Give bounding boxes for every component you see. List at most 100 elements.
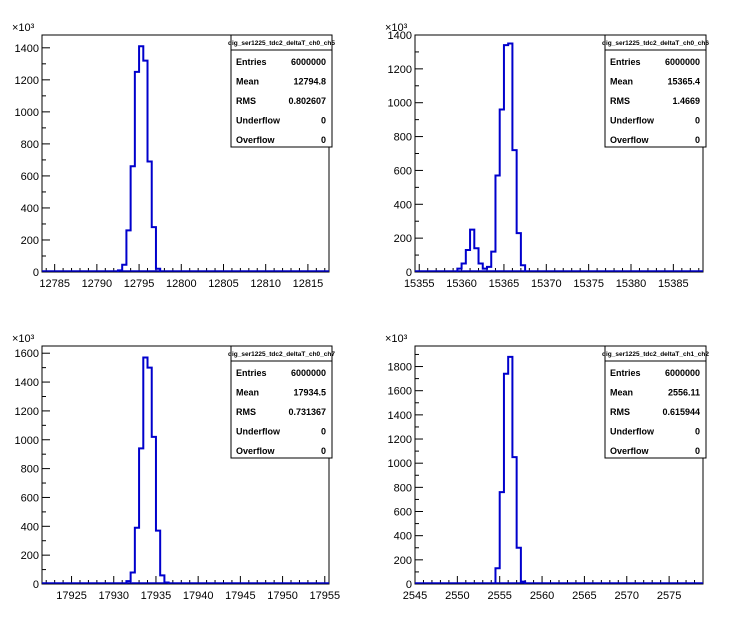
- y-tick-label: 1000: [388, 98, 412, 110]
- x-tick-label: 17935: [141, 590, 172, 602]
- stats-label: Overflow: [236, 446, 276, 456]
- x-tick-label: 12815: [293, 278, 324, 290]
- stats-box: dig_ser1225_tdc2_deltaT_ch0_ch5 Entries 60…: [228, 34, 335, 148]
- stats-value: 6000000: [665, 368, 700, 378]
- y-tick-label: 200: [21, 235, 39, 247]
- y-tick-label: 0: [406, 267, 412, 279]
- stats-box-frame: [604, 34, 707, 148]
- plot-frame: [41, 345, 330, 585]
- stats-value: 6000000: [291, 57, 326, 67]
- stats-box: dig_ser1225_tdc2_deltaT_ch0_ch6 Entries 60…: [602, 34, 709, 148]
- histogram-line: [456, 42, 527, 272]
- x-tick-label: 15375: [573, 278, 604, 290]
- stats-value: 0.802607: [288, 96, 326, 106]
- stats-box-frame: [230, 345, 333, 459]
- x-tick-label: 15360: [446, 278, 477, 290]
- stats-value: 0: [321, 116, 326, 126]
- y-tick-label: 1200: [388, 64, 412, 76]
- stats-label: Mean: [610, 388, 633, 398]
- stats-title: dig_ser1225_tdc2_deltaT_ch0_ch7: [228, 351, 335, 358]
- y-tick-label: 0: [406, 579, 412, 591]
- stats-label: RMS: [610, 96, 630, 106]
- stats-label: Overflow: [610, 446, 650, 456]
- stats-value: 2556.11: [668, 388, 700, 398]
- histogram-panel-4: 0 200 400 600 800 1000 1200 1400 1600 1800 2545 255…: [385, 333, 709, 602]
- stats-title: dig_ser1225_tdc2_deltaT_ch0_ch6: [602, 40, 709, 47]
- stats-value: 0: [321, 135, 326, 145]
- histogram-line: [125, 356, 170, 584]
- stats-value: 0: [321, 446, 326, 456]
- stats-label: RMS: [610, 407, 630, 417]
- y-tick-label: 1600: [15, 348, 39, 360]
- stats-value: 0: [695, 427, 700, 437]
- stats-value: 0.615944: [662, 407, 700, 417]
- x-tick-label: 2555: [487, 590, 511, 602]
- histogram-panel-3: 0 200 400 600 800 1000 1200 1400 1600 17925 17930 1…: [12, 333, 340, 602]
- y-tick-label: 0: [33, 267, 39, 279]
- histogram-line: [116, 45, 162, 272]
- stats-value: 1.4669: [672, 96, 700, 106]
- y-tick-label: 800: [394, 132, 412, 144]
- y-tick-label: 1200: [15, 406, 39, 418]
- stats-label: Underflow: [236, 427, 281, 437]
- x-tick-label: 12800: [166, 278, 197, 290]
- stats-value: 12794.8: [293, 77, 326, 87]
- stats-box: dig_ser1225_tdc2_deltaT_ch0_ch7 Entries 60…: [228, 345, 335, 459]
- stats-label: Overflow: [236, 135, 276, 145]
- y-tick-label: 400: [21, 521, 39, 533]
- stats-value: 15365.4: [667, 77, 700, 87]
- y-tick-label: 1600: [388, 386, 412, 398]
- stats-value: 0: [695, 446, 700, 456]
- y-tick-label: 400: [394, 531, 412, 543]
- y-tick-label: 600: [394, 507, 412, 519]
- histogram-panel-1: 0 200 400 600 800 1000 1200 1400 12785 12790 12795…: [12, 22, 335, 290]
- y-tick-label: 800: [21, 464, 39, 476]
- stats-label: Mean: [610, 77, 633, 87]
- y-tick-label: 600: [394, 165, 412, 177]
- stats-label: Underflow: [610, 427, 655, 437]
- x-tick-label: 2565: [572, 590, 596, 602]
- stats-label: Underflow: [236, 116, 281, 126]
- histogram-panel-2: 0 200 400 600 800 1000 1200 1400 15355 15360 15365…: [385, 22, 709, 290]
- y-tick-label: 1000: [388, 458, 412, 470]
- x-tick-label: 15355: [404, 278, 435, 290]
- y-exponent-label: ×10³: [385, 333, 408, 345]
- x-tick-label: 12790: [82, 278, 113, 290]
- stats-label: Entries: [610, 368, 641, 378]
- y-tick-label: 600: [21, 492, 39, 504]
- x-tick-label: 12795: [124, 278, 155, 290]
- stats-title: dig_ser1225_tdc2_deltaT_ch1_ch2: [602, 351, 709, 358]
- x-tick-label: 2575: [657, 590, 681, 602]
- y-tick-label: 1400: [15, 377, 39, 389]
- stats-title: dig_ser1225_tdc2_deltaT_ch0_ch5: [228, 40, 335, 47]
- y-tick-label: 1200: [15, 75, 39, 87]
- y-exponent-label: ×10³: [12, 22, 35, 34]
- x-tick-label: 2545: [403, 590, 427, 602]
- y-exponent-label: ×10³: [385, 22, 408, 34]
- x-tick-label: 17950: [267, 590, 298, 602]
- stats-label: Overflow: [610, 135, 650, 145]
- y-tick-label: 200: [394, 555, 412, 567]
- y-tick-label: 1000: [15, 435, 39, 447]
- stats-value: 0: [695, 116, 700, 126]
- x-tick-label: 15385: [658, 278, 689, 290]
- x-tick-label: 17940: [183, 590, 214, 602]
- stats-label: Underflow: [610, 116, 655, 126]
- x-tick-label: 12785: [39, 278, 70, 290]
- histogram-line: [494, 355, 527, 584]
- y-tick-label: 1200: [388, 434, 412, 446]
- x-tick-label: 17925: [56, 590, 87, 602]
- x-tick-label: 12810: [250, 278, 281, 290]
- stats-value: 0.731367: [288, 407, 326, 417]
- stats-label: Mean: [236, 77, 259, 87]
- y-tick-label: 1000: [15, 107, 39, 119]
- y-tick-label: 1400: [388, 410, 412, 422]
- x-tick-label: 17945: [225, 590, 256, 602]
- stats-label: RMS: [236, 407, 256, 417]
- stats-label: Mean: [236, 388, 259, 398]
- y-tick-label: 600: [21, 171, 39, 183]
- y-tick-label: 0: [33, 579, 39, 591]
- stats-label: Entries: [610, 57, 641, 67]
- stats-box-frame: [230, 34, 333, 148]
